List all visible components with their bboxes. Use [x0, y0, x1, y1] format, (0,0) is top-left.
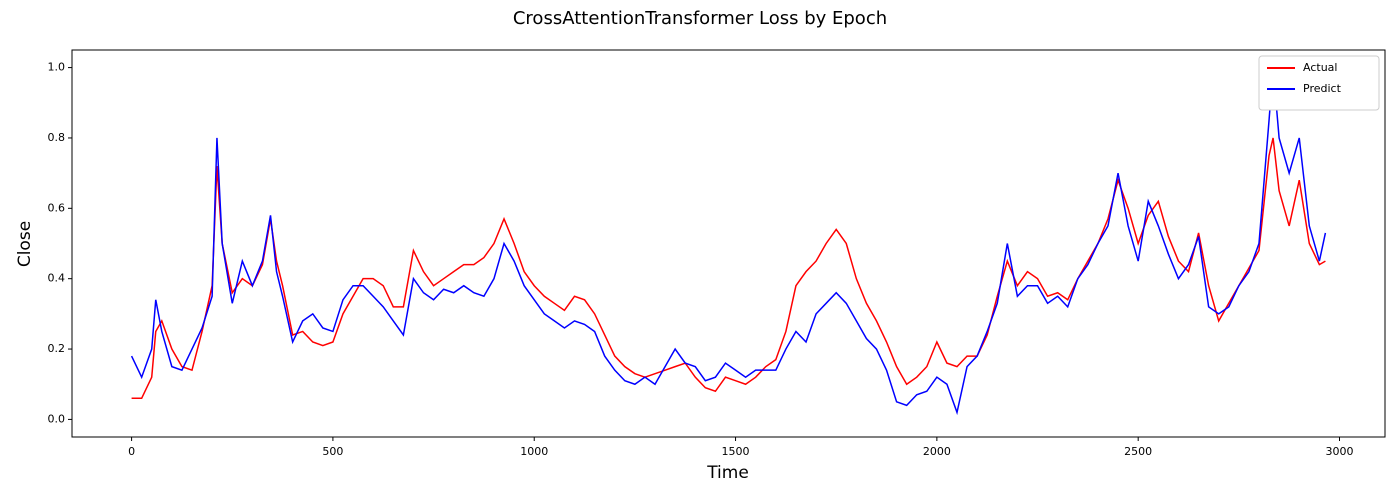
legend-label: Predict — [1303, 82, 1342, 95]
plot-frame — [71, 49, 1386, 438]
line-series — [130, 67, 1327, 416]
y-tick-label: 0.2 — [48, 342, 66, 355]
x-tick-label: 1000 — [520, 445, 548, 458]
chart-title: CrossAttentionTransformer Loss by Epoch — [513, 8, 887, 29]
legend-label: Actual — [1303, 61, 1337, 74]
y-tick-label: 0.4 — [48, 272, 66, 285]
x-tick-label: 1500 — [722, 445, 750, 458]
y-tick-label: 0.8 — [48, 131, 66, 144]
legend-box — [1258, 55, 1380, 111]
y-tick-label: 0.0 — [48, 412, 66, 425]
x-tick-label: 0 — [128, 445, 135, 458]
y-tick-label: 1.0 — [48, 61, 66, 74]
x-tick-label: 2500 — [1124, 445, 1152, 458]
y-axis-label: Close — [15, 221, 35, 267]
x-tick-label: 500 — [322, 445, 343, 458]
y-tick-label: 0.6 — [48, 201, 66, 214]
line-series — [131, 137, 1326, 400]
x-axis-label: Time — [706, 463, 749, 483]
x-tick-label: 3000 — [1326, 445, 1354, 458]
x-tick-label: 2000 — [923, 445, 951, 458]
